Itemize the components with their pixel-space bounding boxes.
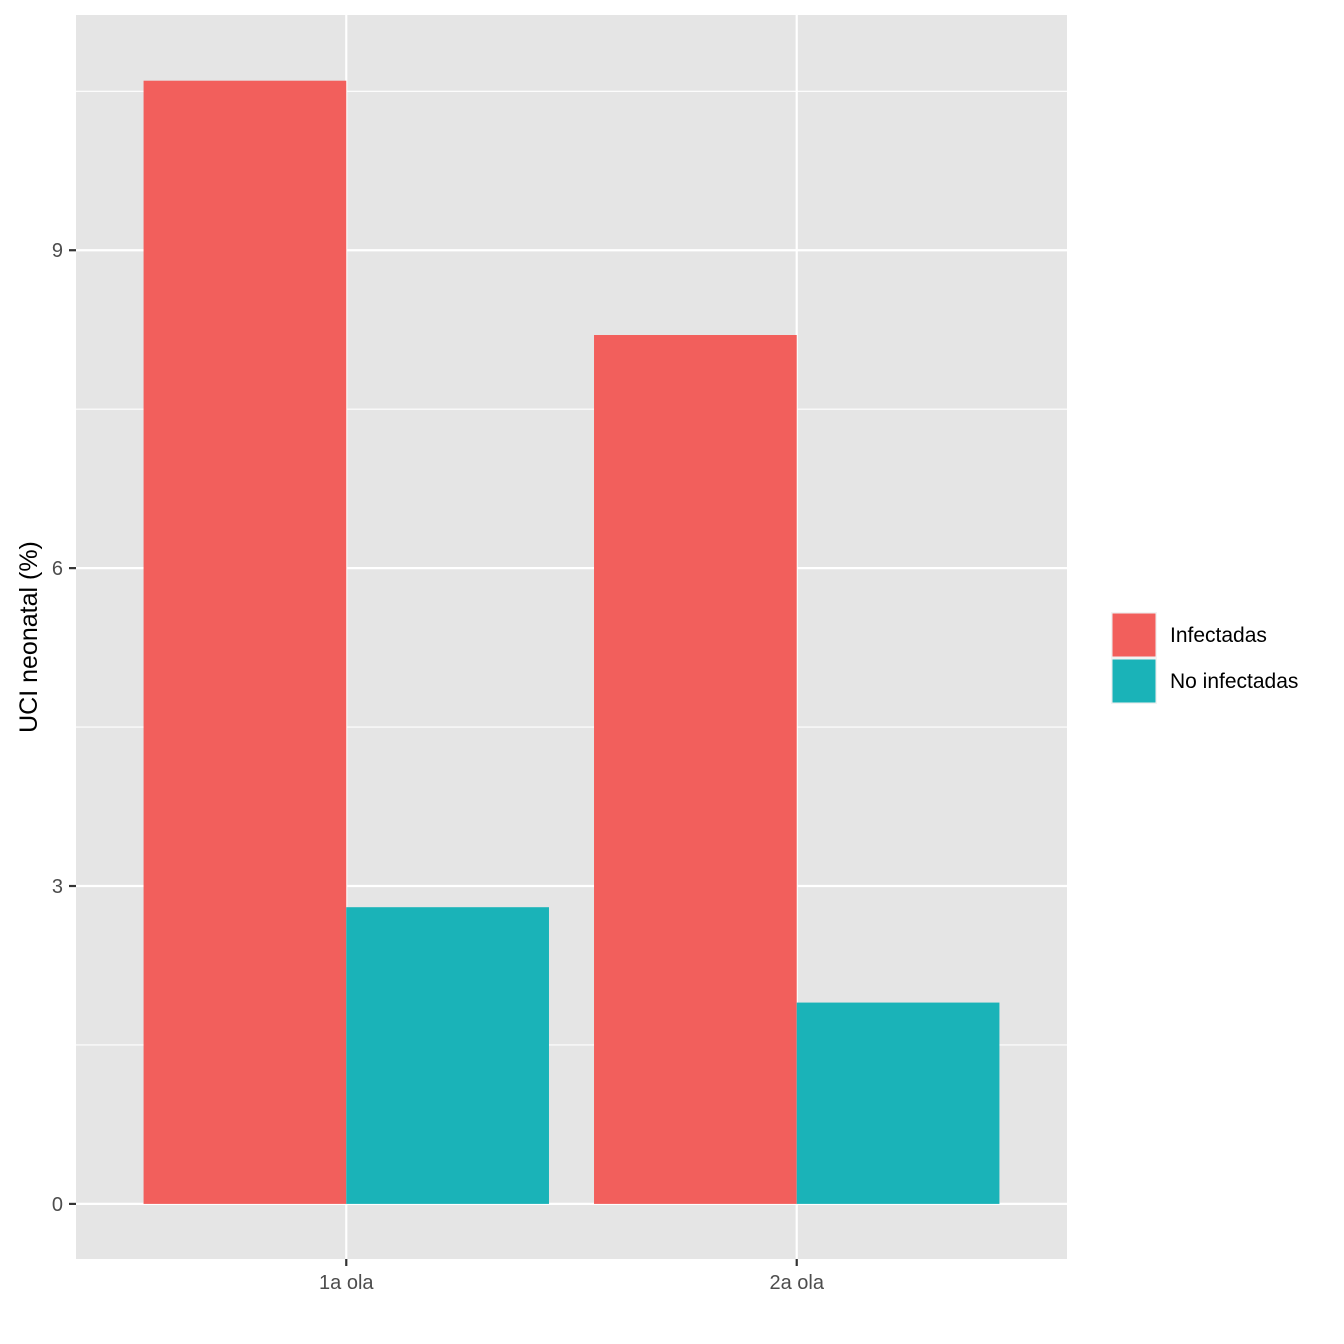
legend: Infectadas No infectadas <box>1111 612 1298 704</box>
y-axis-title: UCI neonatal (%) <box>15 541 43 733</box>
x-tick-label: 1a ola <box>319 1272 374 1294</box>
bars <box>143 80 1000 1204</box>
y-tick-label: 3 <box>52 876 63 898</box>
bar-infectadas-1 <box>143 80 347 1204</box>
x-tick-label: 2a ola <box>769 1272 824 1294</box>
legend-swatch <box>1112 659 1156 703</box>
legend-label: Infectadas <box>1170 624 1267 647</box>
bar-no-infectadas-1 <box>346 907 549 1204</box>
y-tick-label: 6 <box>52 558 63 580</box>
bar-infectadas-2 <box>594 335 797 1204</box>
legend-swatch <box>1112 613 1156 657</box>
bar-no-infectadas-2 <box>796 1002 1000 1204</box>
legend-label: No infectadas <box>1170 670 1298 693</box>
x-axis: 1a ola 2a ola <box>319 1259 825 1294</box>
y-axis: 0 3 6 9 <box>52 240 76 1216</box>
y-tick-label: 9 <box>52 240 63 262</box>
y-tick-label: 0 <box>52 1194 63 1216</box>
